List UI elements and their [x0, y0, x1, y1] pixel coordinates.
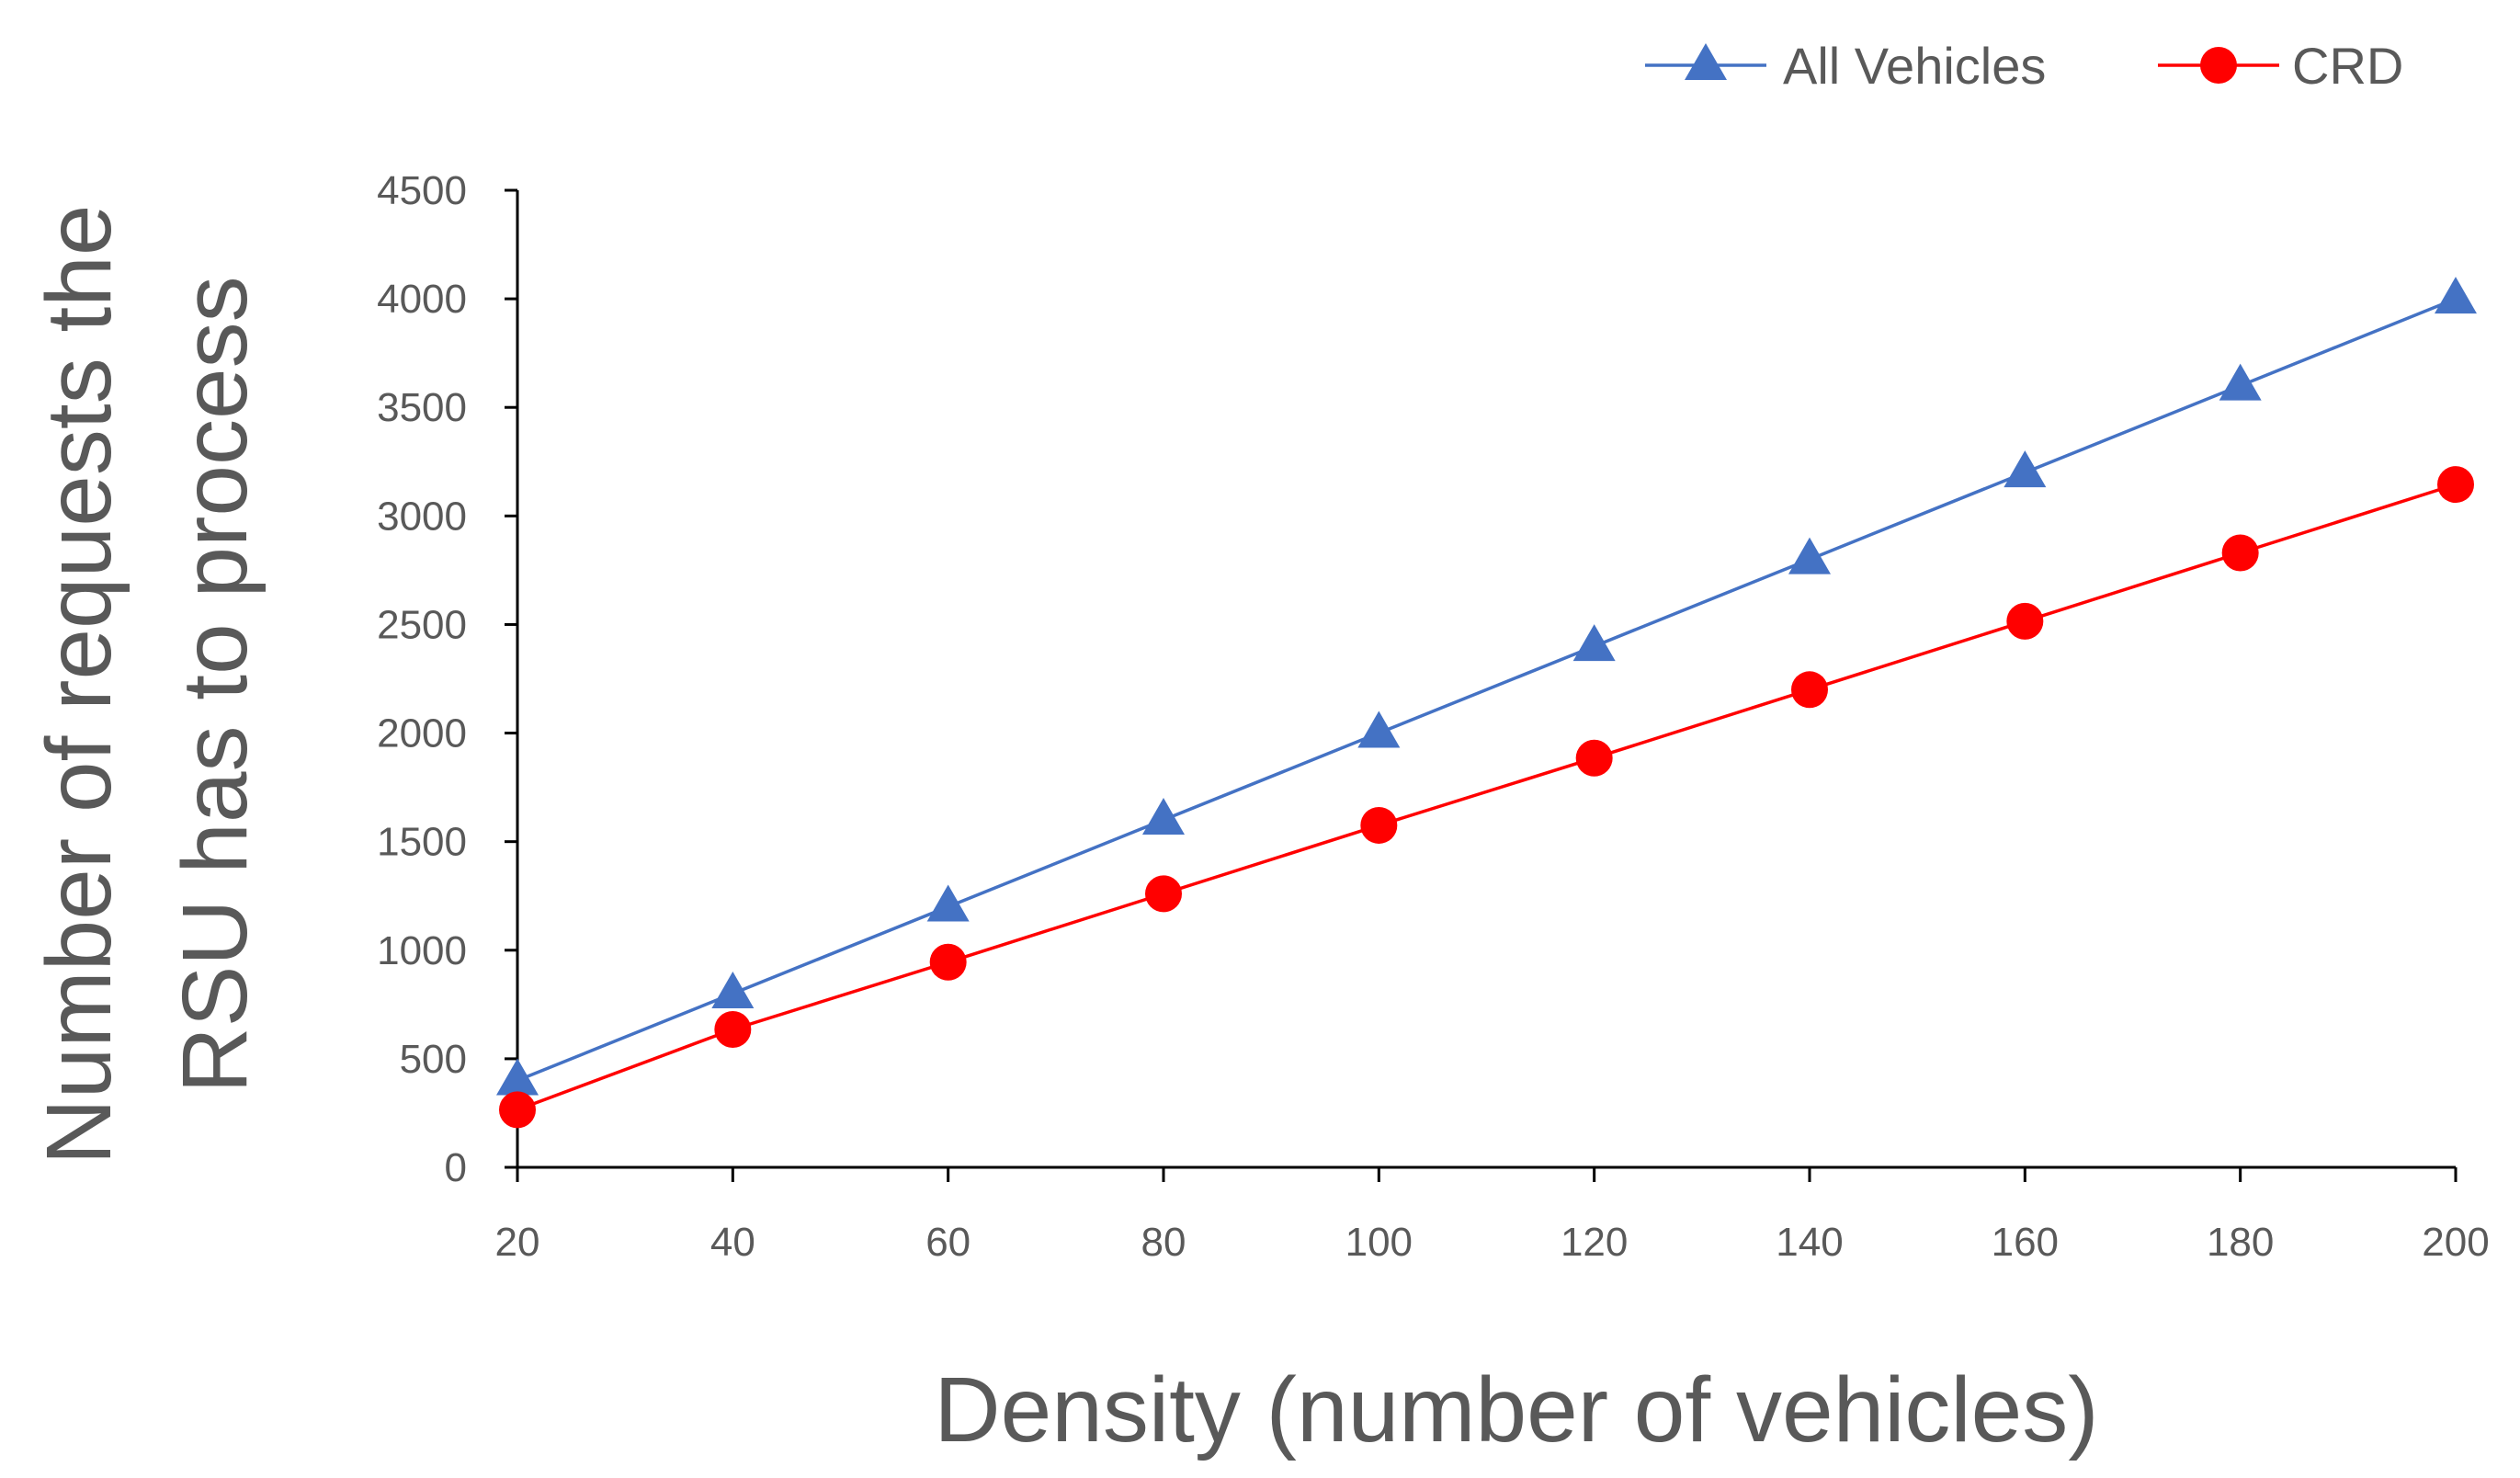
data-point-crd [929, 943, 967, 981]
data-point-crd [2437, 466, 2474, 504]
data-point-crd [1360, 806, 1398, 844]
data-point-all-vehicles [926, 884, 970, 922]
y-tick-label: 4000 [377, 277, 467, 322]
series-markers [496, 277, 2477, 1129]
y-axis-title-line2: RSU has to process [164, 276, 267, 1093]
y-axis-title-line1: Number of requests the [28, 205, 131, 1165]
legend-label-all-vehicles: All Vehicles [1783, 37, 2046, 95]
data-point-crd [499, 1091, 536, 1129]
x-tick-label: 140 [1776, 1220, 1843, 1265]
x-tick-label: 20 [495, 1220, 540, 1265]
y-tick-label: 4500 [377, 168, 467, 213]
legend-marker-crd [2200, 47, 2237, 84]
data-point-all-vehicles [711, 972, 755, 1009]
y-tick-label: 2500 [377, 602, 467, 647]
data-point-all-vehicles [496, 1058, 539, 1096]
data-point-all-vehicles [1357, 711, 1401, 748]
x-tick-label: 60 [925, 1220, 971, 1265]
data-point-all-vehicles [1142, 798, 1185, 836]
legend-label-crd: CRD [2292, 37, 2403, 95]
y-tick-label: 500 [400, 1037, 467, 1082]
x-axis-ticks: 20 40 60 80 100 120 140 160 180 200 [495, 1167, 2490, 1265]
y-tick-label: 1500 [377, 820, 467, 865]
y-tick-label: 3500 [377, 385, 467, 430]
legend: All Vehicles CRD [1645, 37, 2403, 95]
data-point-all-vehicles [1572, 624, 1616, 662]
x-tick-label: 80 [1141, 1220, 1186, 1265]
x-tick-label: 160 [1992, 1220, 2059, 1265]
data-point-crd [1575, 739, 1613, 777]
y-tick-label: 2000 [377, 711, 467, 756]
legend-marker-all-vehicles [1685, 43, 1727, 80]
y-tick-label: 0 [445, 1145, 467, 1190]
data-point-crd [1145, 875, 1182, 913]
x-tick-label: 200 [2422, 1220, 2489, 1265]
x-tick-label: 120 [1561, 1220, 1628, 1265]
data-point-all-vehicles [2004, 450, 2047, 488]
y-tick-label: 3000 [377, 494, 467, 539]
y-tick-label: 1000 [377, 928, 467, 973]
axes [516, 190, 2456, 1169]
x-tick-label: 180 [2207, 1220, 2274, 1265]
data-point-all-vehicles [2435, 277, 2477, 314]
data-point-crd [2006, 602, 2044, 640]
series-line-all-vehicles [516, 297, 2457, 1083]
y-axis-ticks: 0 500 1000 1500 2000 2500 3000 3500 4000 4500 [377, 168, 517, 1190]
data-point-crd [714, 1010, 752, 1048]
x-tick-label: 40 [710, 1220, 755, 1265]
data-point-crd [2221, 534, 2259, 572]
series-lines [516, 297, 2457, 1112]
data-point-all-vehicles [2219, 363, 2262, 401]
x-axis-title: Density (number of vehicles) [934, 1359, 2098, 1461]
data-point-all-vehicles [1788, 537, 1831, 574]
x-tick-label: 100 [1345, 1220, 1413, 1265]
series-line-crd [516, 483, 2457, 1112]
data-point-crd [1791, 671, 1828, 709]
